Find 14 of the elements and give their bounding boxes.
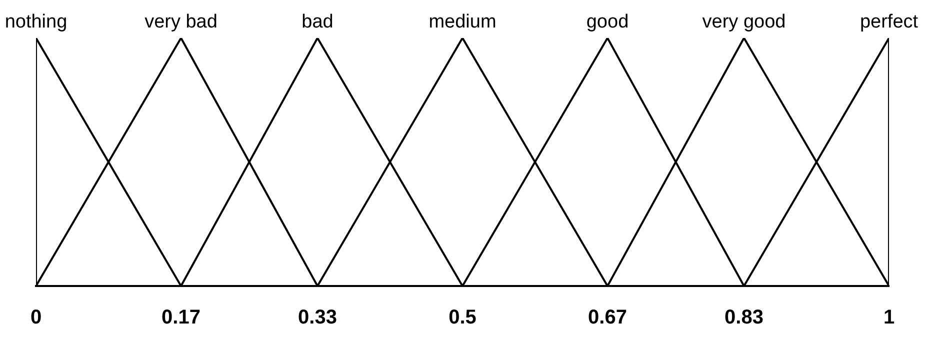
x-tick-label: 0.5 <box>448 306 476 329</box>
series-label: good <box>586 12 629 33</box>
x-tick-label: 0.33 <box>298 306 337 329</box>
x-tick-label: 0.67 <box>588 306 627 329</box>
x-tick-label: 0 <box>30 306 42 329</box>
x-tick-label: 0.83 <box>724 306 764 329</box>
series-label: very bad <box>144 12 218 33</box>
x-tick-label: 0.17 <box>162 306 200 329</box>
series-label: nothing <box>4 12 68 33</box>
x-tick-label: 1 <box>883 306 895 329</box>
series-label: very good <box>702 12 786 33</box>
series-label: perfect <box>860 12 919 33</box>
series-label: medium <box>428 12 496 33</box>
series-label: bad <box>302 12 334 33</box>
